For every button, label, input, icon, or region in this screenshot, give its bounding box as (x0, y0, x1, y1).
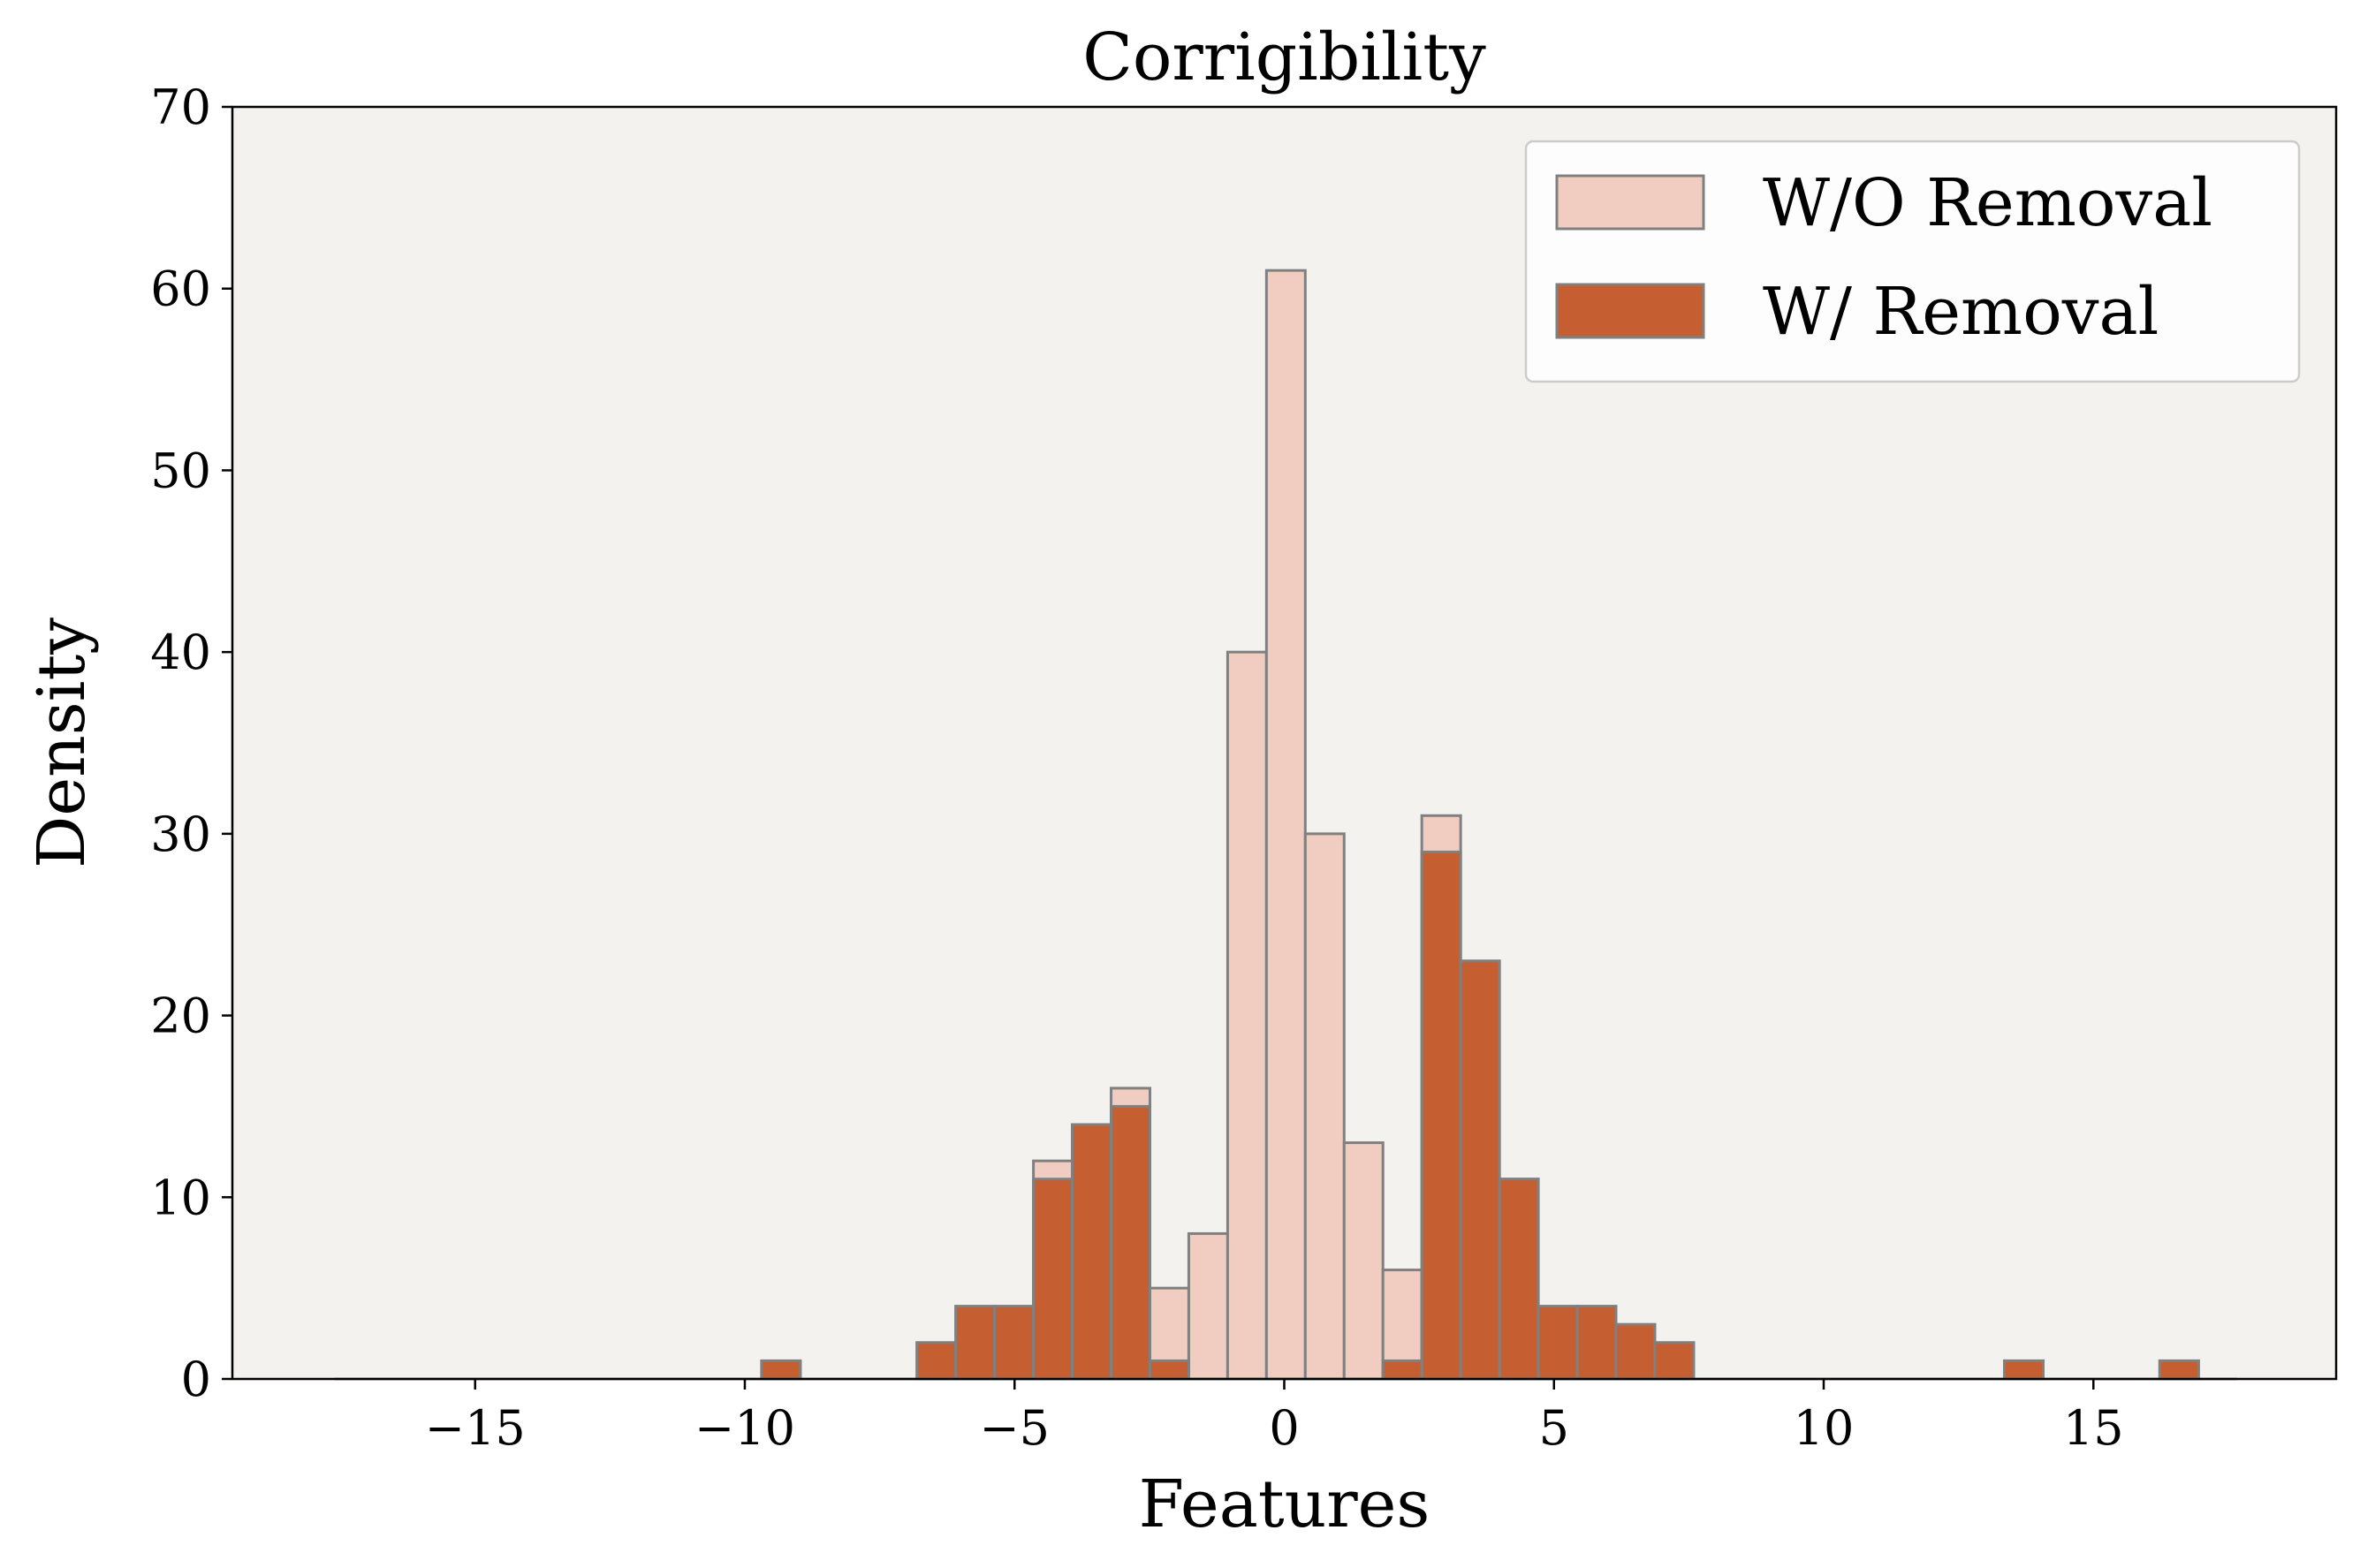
with-removal-bar (760, 1359, 802, 1381)
with-removal-bar (1653, 1341, 1696, 1381)
x-tick-label: −10 (694, 1400, 795, 1456)
x-tick-label: 0 (1269, 1400, 1299, 1456)
with-removal-bar (1575, 1305, 1618, 1381)
x-tick-label: −15 (425, 1400, 526, 1456)
with-removal-bar (2003, 1359, 2045, 1381)
without-removal-bar (1187, 1231, 1229, 1381)
with-removal-bar (1148, 1359, 1190, 1381)
with-removal-bar (1420, 850, 1462, 1381)
x-tick-label: 15 (2063, 1400, 2124, 1456)
y-tick-label: 50 (150, 443, 211, 498)
with-removal-bar (1614, 1322, 1657, 1381)
y-tick-label: 30 (150, 807, 211, 862)
legend-box (1524, 140, 2301, 383)
without-removal-bar (1226, 650, 1268, 1381)
y-tick-label: 10 (150, 1170, 211, 1225)
legend-swatch-with-removal (1555, 283, 1705, 339)
x-tick-label: 10 (1794, 1400, 1855, 1456)
legend: W/O Removal W/ Removal (1524, 140, 2301, 383)
with-removal-bar (1071, 1123, 1113, 1381)
y-tick-label: 60 (150, 261, 211, 317)
with-removal-bar (1381, 1359, 1423, 1381)
x-axis-label: Features (1139, 1466, 1430, 1542)
y-tick-label: 40 (150, 625, 211, 680)
with-removal-bar (1032, 1178, 1074, 1381)
y-tick-label: 0 (181, 1352, 211, 1407)
with-removal-bar (1459, 959, 1501, 1381)
legend-swatch-without-removal (1555, 174, 1705, 231)
legend-label-with-removal: W/ Removal (1763, 274, 2159, 350)
y-axis-ticks: 0 10 20 30 40 50 60 70 (150, 80, 232, 1407)
x-tick-label: 5 (1539, 1400, 1569, 1456)
x-tick-label: −5 (979, 1400, 1050, 1456)
with-removal-bar (993, 1305, 1036, 1381)
y-axis-label: Density (24, 617, 100, 868)
without-removal-bar (1342, 1141, 1385, 1381)
legend-label-without-removal: W/O Removal (1763, 165, 2212, 241)
y-tick-label: 20 (150, 989, 211, 1044)
with-removal-bar (954, 1305, 997, 1381)
with-removal-bar (2158, 1359, 2200, 1381)
with-removal-bar (915, 1341, 958, 1381)
x-axis-ticks: −15 −10 −5 0 5 10 15 (425, 1379, 2124, 1456)
chart-title: Corrigibility (1082, 19, 1486, 95)
y-tick-label: 70 (150, 80, 211, 135)
with-removal-bar (1110, 1104, 1151, 1381)
with-removal-bar (1537, 1305, 1579, 1381)
without-removal-bar (1303, 832, 1346, 1381)
with-removal-bar (1498, 1178, 1540, 1381)
without-removal-bar (1264, 269, 1307, 1381)
